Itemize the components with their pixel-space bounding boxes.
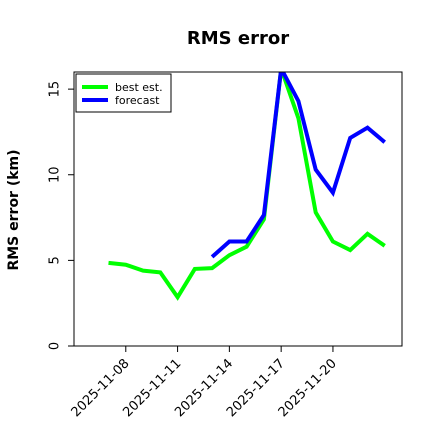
- y-tick-label: 10: [48, 166, 63, 183]
- y-axis-title: RMS error (km): [6, 149, 22, 270]
- y-tick-label: 5: [48, 256, 63, 264]
- chart-title: RMS error: [187, 28, 289, 49]
- x-axis: 2025-11-082025-11-112025-11-142025-11-17…: [69, 346, 340, 420]
- legend-label-2: forecast: [115, 94, 160, 107]
- series-layer: [108, 72, 386, 301]
- series-line-1: [108, 72, 386, 301]
- y-tick-label: 15: [48, 81, 63, 98]
- legend-box: [75, 73, 172, 113]
- y-axis: 0 5 10 15: [48, 81, 74, 350]
- series-line-2: [210, 72, 386, 259]
- y-tick-label: 0: [48, 342, 63, 350]
- legend: best est.forecast: [75, 73, 172, 113]
- legend-label-1: best est.: [115, 81, 163, 94]
- plot-frame: [73, 71, 403, 347]
